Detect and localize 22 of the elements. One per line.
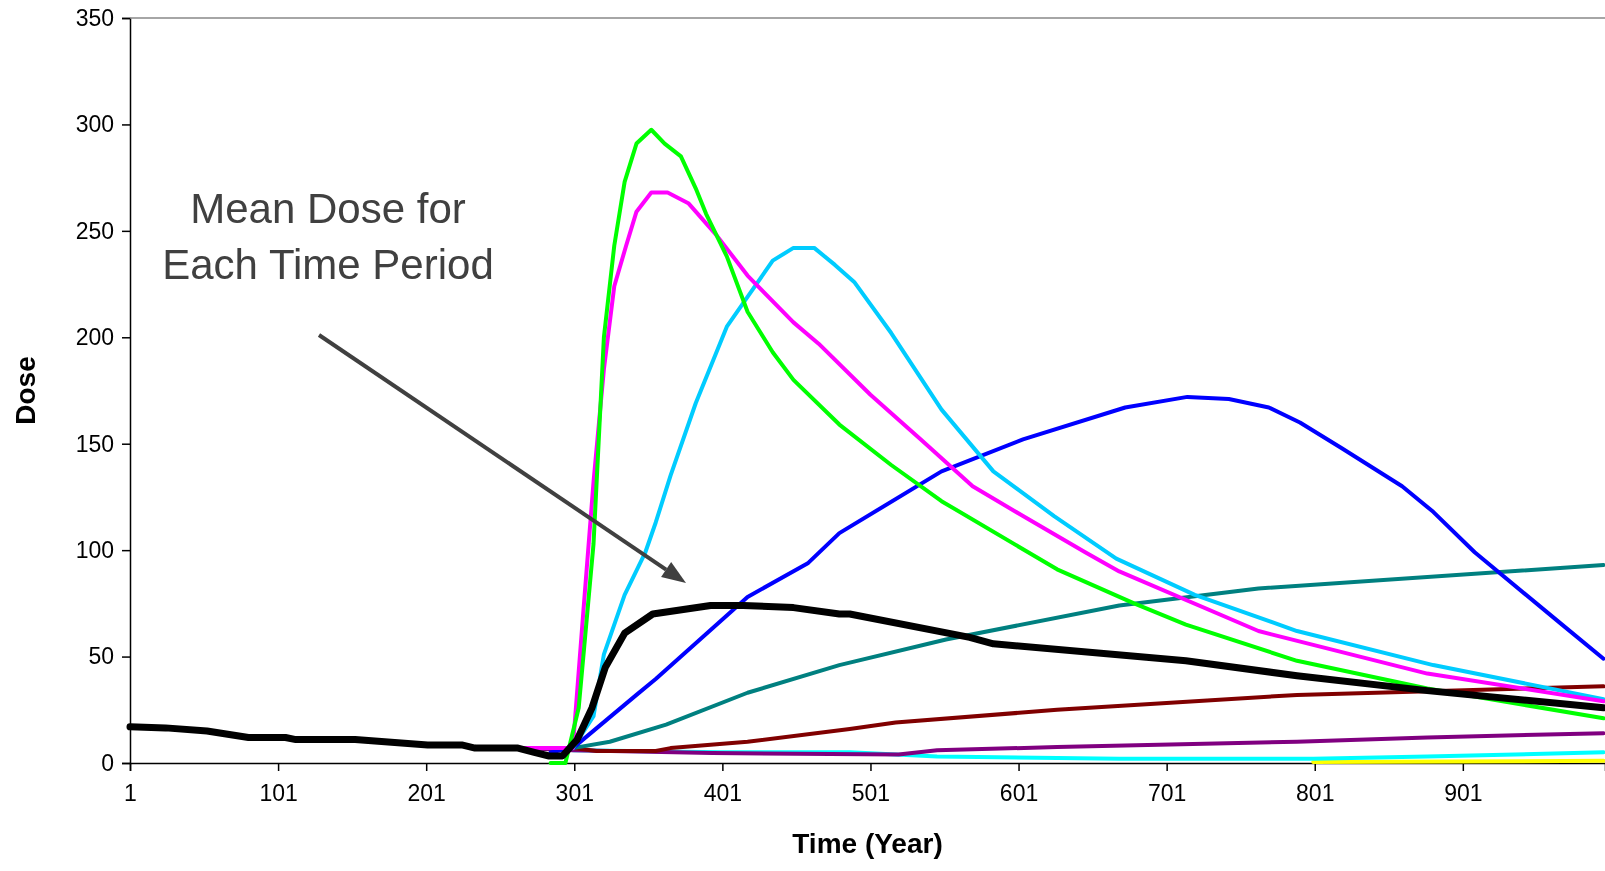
x-tick-label: 201	[407, 780, 446, 807]
x-tick-label: 1	[124, 780, 137, 807]
x-tick-label: 701	[1147, 780, 1187, 807]
x-tick-label: 501	[851, 780, 891, 807]
x-tick-label: 401	[703, 780, 743, 807]
x-axis-title: Time (Year)	[792, 828, 943, 859]
y-tick-label: 250	[75, 217, 114, 244]
y-tick-label: 200	[75, 324, 114, 351]
y-tick-label: 100	[75, 537, 114, 563]
x-tick-label: 901	[1444, 780, 1483, 807]
annotation: Mean Dose for Each Time Period	[162, 185, 494, 288]
y-tick-label: 0	[101, 749, 114, 776]
x-tick-label: 601	[999, 780, 1039, 807]
y-tick-label: 350	[75, 4, 114, 31]
y-tick-label: 150	[75, 430, 114, 457]
y-axis-title: Dose	[10, 356, 41, 425]
y-tick-label: 50	[88, 643, 114, 670]
y-tick-label: 300	[75, 111, 114, 138]
x-tick-label: 301	[555, 780, 594, 807]
x-tick-label: 101	[259, 780, 298, 807]
line-series	[548, 394, 1605, 755]
x-tick-label: 801	[1296, 780, 1335, 807]
